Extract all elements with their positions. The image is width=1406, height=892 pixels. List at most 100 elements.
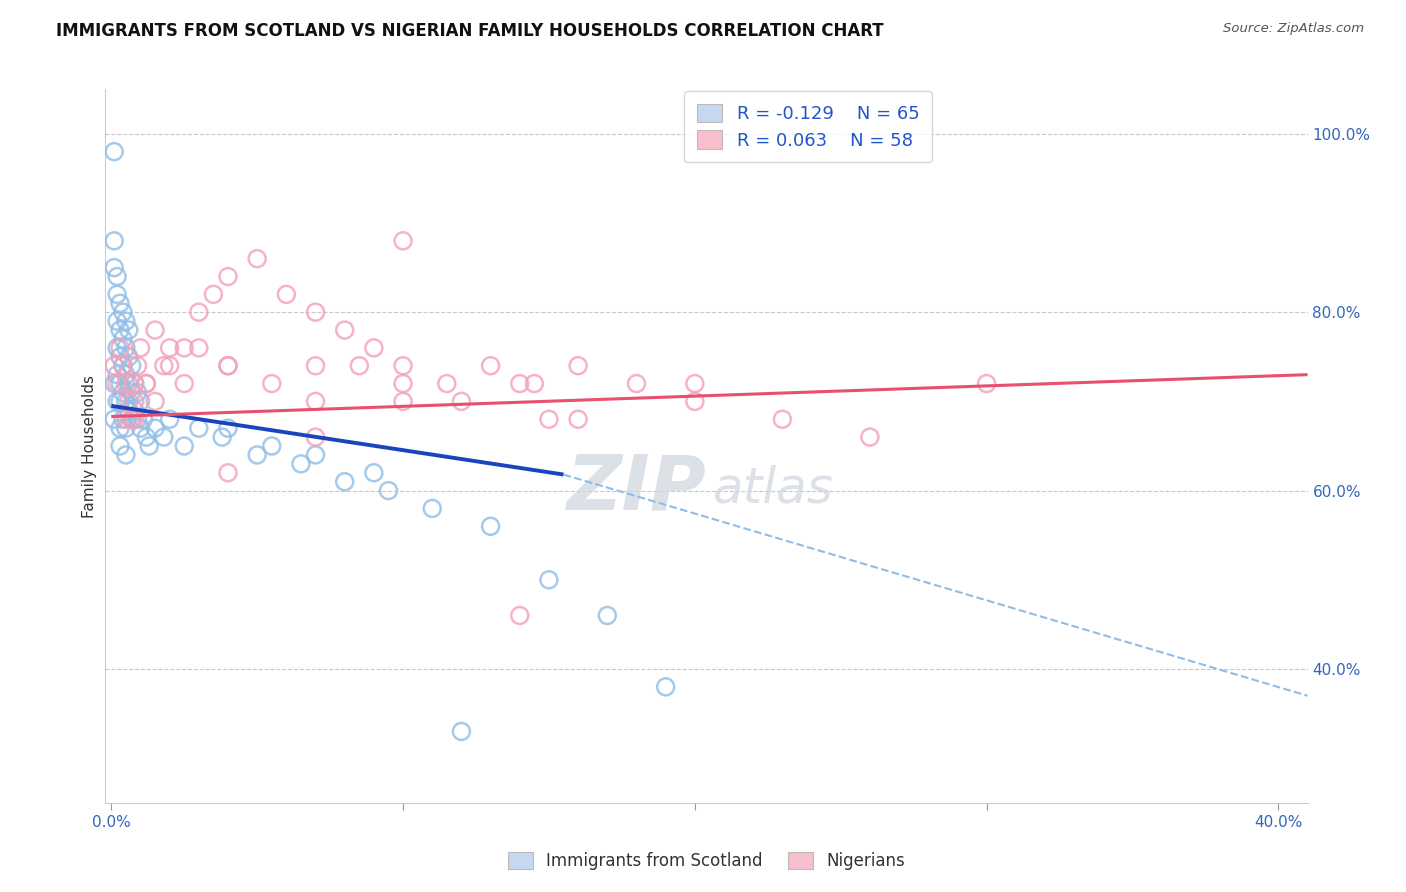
Point [105, 269, 128, 284]
Point [304, 305, 326, 319]
Point [111, 359, 134, 373]
Point [159, 359, 181, 373]
Point [260, 376, 283, 391]
Point [115, 448, 138, 462]
Point [121, 412, 143, 426]
Point [124, 394, 146, 409]
Point [124, 376, 146, 391]
Point [135, 376, 157, 391]
Point [108, 394, 131, 409]
Point [138, 439, 160, 453]
Point [246, 448, 269, 462]
Point [135, 376, 157, 391]
Point [304, 430, 326, 444]
Point [105, 376, 128, 391]
Point [143, 421, 166, 435]
Point [654, 680, 676, 694]
Point [217, 421, 239, 435]
Point [626, 376, 648, 391]
Point [118, 350, 141, 364]
Text: ZIP: ZIP [567, 452, 707, 525]
Point [537, 412, 560, 426]
Point [121, 385, 143, 400]
Point [118, 394, 141, 409]
Point [132, 412, 155, 426]
Point [124, 412, 146, 426]
Point [108, 341, 131, 355]
Point [118, 403, 141, 417]
Point [105, 341, 128, 355]
Point [187, 341, 209, 355]
Point [135, 430, 157, 444]
Point [304, 359, 326, 373]
Point [304, 448, 326, 462]
Point [187, 305, 209, 319]
Point [111, 305, 134, 319]
Point [479, 359, 502, 373]
Point [450, 394, 472, 409]
Point [111, 412, 134, 426]
Point [202, 287, 225, 301]
Point [129, 394, 152, 409]
Point [153, 359, 176, 373]
Point [124, 376, 146, 391]
Point [127, 385, 149, 400]
Point [392, 394, 415, 409]
Point [108, 376, 131, 391]
Point [683, 394, 706, 409]
Point [115, 421, 138, 435]
Point [392, 376, 415, 391]
Point [173, 376, 195, 391]
Point [115, 341, 138, 355]
Point [770, 412, 793, 426]
Point [304, 394, 326, 409]
Point [420, 501, 443, 516]
Point [105, 314, 128, 328]
Point [115, 412, 138, 426]
Y-axis label: Family Households: Family Households [82, 375, 97, 517]
Point [118, 376, 141, 391]
Point [111, 359, 134, 373]
Point [276, 287, 298, 301]
Point [118, 323, 141, 337]
Point [103, 145, 125, 159]
Point [121, 359, 143, 373]
Point [509, 608, 531, 623]
Point [115, 394, 138, 409]
Point [436, 376, 458, 391]
Point [363, 341, 385, 355]
Text: IMMIGRANTS FROM SCOTLAND VS NIGERIAN FAMILY HOUSEHOLDS CORRELATION CHART: IMMIGRANTS FROM SCOTLAND VS NIGERIAN FAM… [56, 22, 884, 40]
Point [333, 323, 356, 337]
Point [567, 412, 589, 426]
Point [105, 368, 128, 382]
Point [103, 359, 125, 373]
Point [217, 359, 239, 373]
Point [159, 412, 181, 426]
Point [217, 269, 239, 284]
Point [105, 287, 128, 301]
Point [217, 359, 239, 373]
Point [108, 323, 131, 337]
Point [479, 519, 502, 533]
Point [115, 314, 138, 328]
Point [103, 376, 125, 391]
Point [537, 573, 560, 587]
Point [115, 368, 138, 382]
Point [859, 430, 882, 444]
Point [129, 341, 152, 355]
Point [103, 412, 125, 426]
Point [129, 421, 152, 435]
Point [127, 412, 149, 426]
Point [173, 341, 195, 355]
Point [683, 376, 706, 391]
Point [976, 376, 998, 391]
Point [159, 341, 181, 355]
Point [115, 376, 138, 391]
Point [290, 457, 312, 471]
Point [363, 466, 385, 480]
Point [392, 234, 415, 248]
Point [111, 332, 134, 346]
Point [187, 421, 209, 435]
Point [509, 376, 531, 391]
Point [392, 359, 415, 373]
